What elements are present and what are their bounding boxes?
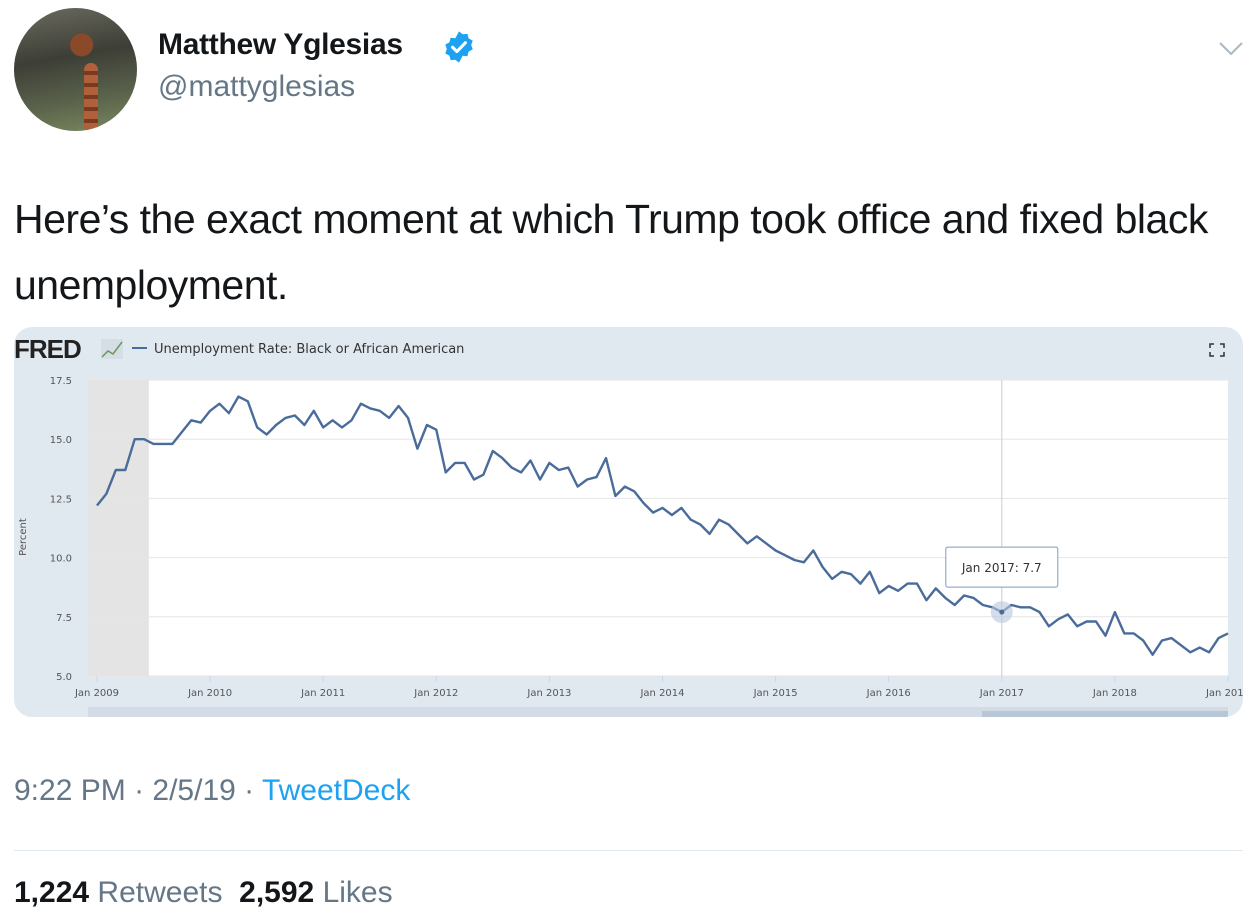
divider (14, 850, 1243, 851)
recession-shading (88, 380, 149, 676)
legend-label: Unemployment Rate: Black or African Amer… (154, 342, 464, 357)
series-line[interactable] (96, 395, 1229, 656)
author-name[interactable]: Matthew Yglesias (158, 28, 403, 61)
y-tick-label: 12.5 (50, 494, 72, 505)
chart-card[interactable]: FRED Unemployment Rate: Black or African… (14, 327, 1243, 717)
x-tick-label: Jan 2013 (526, 688, 571, 699)
tooltip: Jan 2017: 7.7 (945, 546, 1059, 588)
tweet-stats: 1,224 Retweets 2,592 Likes (14, 876, 393, 910)
navigator-strip[interactable] (88, 707, 1228, 717)
fred-logo-graph-icon (101, 339, 123, 359)
likes-stat[interactable]: 2,592 Likes (239, 876, 392, 909)
likes-label: Likes (322, 876, 393, 909)
x-tick-label: Jan 2015 (753, 688, 798, 699)
y-tick-label: 7.5 (56, 613, 72, 624)
likes-count: 2,592 (239, 876, 315, 909)
retweets-label: Retweets (97, 876, 223, 909)
retweets-count: 1,224 (14, 876, 90, 909)
tweet-text: Here’s the exact moment at which Trump t… (14, 196, 1208, 308)
x-tick-label: Jan 2011 (300, 688, 345, 699)
x-tick-label: Jan 2019 (1205, 688, 1243, 699)
y-tick-label: 10.0 (50, 554, 72, 565)
y-tick-label: 15.0 (50, 435, 72, 446)
source-link[interactable]: TweetDeck (261, 774, 411, 807)
author-handle[interactable]: @mattyglesias (158, 70, 356, 103)
tweet-meta: 9:22 PM · 2/5/19 · TweetDeck (14, 774, 410, 808)
chevron-down-icon[interactable] (1218, 40, 1244, 58)
x-tick-label: Jan 2016 (866, 688, 911, 699)
avatar[interactable] (14, 8, 137, 131)
hover-point[interactable] (999, 609, 1005, 615)
x-tick-label: Jan 2009 (74, 688, 119, 699)
x-tick-label: Jan 2012 (413, 688, 458, 699)
y-tick-label: 5.0 (56, 672, 72, 683)
separator: · (235, 774, 262, 807)
red-panda-tail (84, 63, 98, 131)
separator: · (125, 774, 153, 807)
tooltip-text: Jan 2017: 7.7 (961, 561, 1042, 575)
plot-area (88, 380, 1228, 676)
verified-badge-icon (445, 31, 473, 63)
navigator-handle[interactable] (982, 711, 1228, 717)
tweet-date[interactable]: 2/5/19 (152, 774, 236, 807)
fred-chart: FRED Unemployment Rate: Black or African… (14, 334, 1243, 717)
y-tick-label: 17.5 (50, 376, 72, 387)
fullscreen-icon[interactable] (1209, 343, 1225, 357)
y-axis-label: Percent (18, 518, 29, 556)
x-tick-label: Jan 2018 (1092, 688, 1137, 699)
x-tick-label: Jan 2014 (639, 688, 684, 699)
retweets-stat[interactable]: 1,224 Retweets (14, 876, 222, 909)
fred-logo: FRED (14, 334, 81, 364)
x-tick-label: Jan 2017 (979, 688, 1024, 699)
tweet-time[interactable]: 9:22 PM (14, 774, 126, 807)
x-tick-label: Jan 2010 (187, 688, 232, 699)
